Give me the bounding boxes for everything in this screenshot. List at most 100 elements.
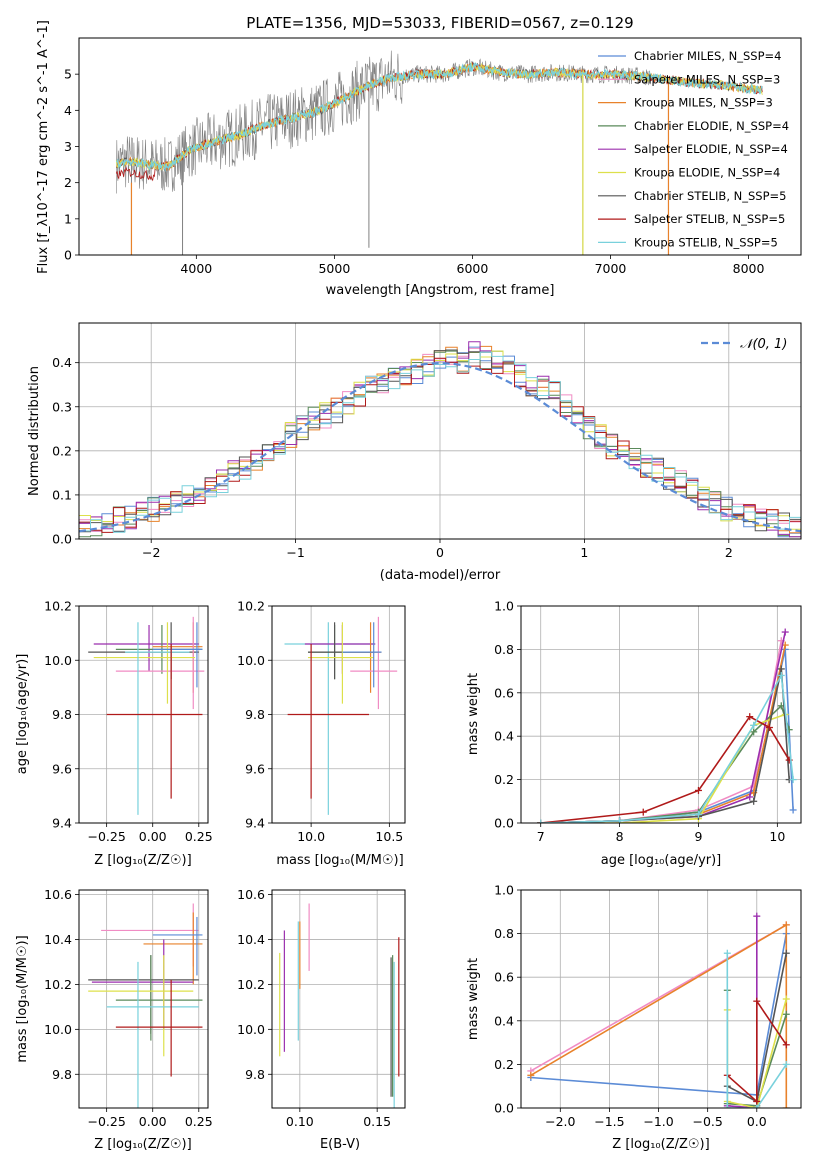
weight-series [540,715,790,823]
residual-histogram [79,349,801,533]
legend-entry: Kroupa STELIB, N_SSP=5 [634,235,778,249]
axes-frame [78,889,209,1109]
y-tick-label: 0.2 [494,772,514,787]
y-tick-label: 9.8 [245,1067,265,1082]
legend-entry: Kroupa ELODIE, N_SSP=4 [634,166,780,180]
clipped-group [284,616,398,815]
x-tick-label: −1.5 [594,1114,624,1129]
x-tick-label: 6000 [457,261,489,276]
x-tick-label: 10.0 [297,829,325,844]
x-tick-label: 9 [694,829,702,844]
weight-series [540,713,786,823]
y-tick-label: 10.6 [44,887,72,902]
x-tick-label: −1 [286,545,304,560]
mass-ylabel: mass [log₁₀(M/M☉)] [15,935,30,1062]
y-tick-label: 10.0 [44,653,72,668]
y-tick-label: 0.0 [494,1101,514,1116]
y-tick-label: 4 [64,103,72,118]
x-tick-label: 1 [580,545,588,560]
y-tick-label: 5 [64,67,72,82]
clipped-group [88,616,205,815]
y-tick-label: 10.2 [237,599,265,614]
x-tick-label: 0.25 [185,1114,213,1129]
x-tick-label: −0.25 [87,829,125,844]
y-tick-label: 9.6 [245,761,265,776]
x-tick-label: 0.15 [363,1114,391,1129]
residuals-xlabel: (data-model)/error [380,568,501,583]
axes-frame [271,605,406,824]
x-tick-label: 2 [725,545,733,560]
model-spectrum [116,61,763,173]
legend-entry: Chabrier MILES, N_SSP=4 [634,49,781,63]
y-tick-label: 10.2 [237,977,265,992]
legend-entry: Salpeter STELIB, N_SSP=5 [634,212,785,226]
legend-entry: Salpeter MILES, N_SSP=3 [634,72,780,86]
y-tick-label: 0.3 [52,399,72,414]
y-tick-label: 1 [64,211,72,226]
spectrum-xlabel: wavelength [Angstrom, rest frame] [326,283,555,298]
y-tick-label: 0.0 [494,816,514,831]
y-tick-label: 0.2 [494,1057,514,1072]
x-tick-label: −2.0 [545,1114,575,1129]
y-tick-label: 10.4 [237,932,265,947]
weight-series [727,916,758,1108]
normal-curve [79,361,801,533]
x-tick-label: 8 [616,829,624,844]
y-tick-label: 0.8 [494,642,514,657]
y-tick-label: 9.8 [52,1067,72,1082]
weight-series [540,704,790,823]
clipped-group [279,903,400,1108]
axes-frame [520,605,802,824]
x-tick-label: 4000 [180,261,212,276]
legend-entry: 𝒩(0, 1) [740,337,787,352]
residuals-ylabel: Normed distribution [27,366,42,496]
spectrum-ylabel: Flux [f_λ10^-17 erg cm^-2 s^-1 A^-1] [36,20,51,274]
x-tick-label: −0.5 [692,1114,722,1129]
y-tick-label: 3 [64,139,72,154]
y-tick-label: 0.4 [52,355,72,370]
x-tick-label: −0.25 [87,1114,125,1129]
weight-age-xlabel: age [log₁₀(age/yr)] [601,853,722,868]
age-ylabel: age [log₁₀(age/yr)] [15,654,30,775]
x-tick-label: 10 [769,829,785,844]
mass-Z-xlabel: Z [log₁₀(Z/Z☉)] [94,1137,191,1152]
y-tick-label: 9.6 [52,761,72,776]
weight-series [540,672,794,823]
y-tick-label: 9.4 [52,816,72,831]
axes-frame [271,889,406,1109]
y-tick-label: 10.0 [237,1022,265,1037]
y-tick-label: 0.4 [494,729,514,744]
x-tick-label: −2 [142,545,160,560]
weight-ylabel: mass weight [466,673,481,755]
y-tick-label: 0.6 [494,685,514,700]
age-Z-xlabel: Z [log₁₀(Z/Z☉)] [94,853,191,868]
x-tick-label: 0.00 [139,829,167,844]
legend-entry: Chabrier ELODIE, N_SSP=4 [634,119,789,133]
y-tick-label: 0.0 [52,532,72,547]
legend-entry: Salpeter ELODIE, N_SSP=4 [634,142,788,156]
x-tick-label: 7000 [595,261,627,276]
y-tick-label: 1.0 [494,599,514,614]
x-tick-label: 0.00 [139,1114,167,1129]
axes-frame [520,889,802,1109]
axes-frame [78,322,802,540]
clipped-group [115,50,763,255]
clipped-group [527,912,790,1108]
ebv-xlabel: E(B-V) [320,1137,360,1152]
y-tick-label: 9.4 [245,816,265,831]
clipped-group [537,628,797,823]
y-tick-label: 10.2 [44,977,72,992]
legend-entry: Kroupa MILES, N_SSP=3 [634,96,773,110]
y-tick-label: 0 [64,248,72,263]
figure-title: PLATE=1356, MJD=53033, FIBERID=0567, z=0… [246,14,633,32]
x-tick-label: 0.0 [747,1114,767,1129]
y-tick-label: 1.0 [494,883,514,898]
residual-histogram [79,351,801,533]
residual-histogram [79,357,801,533]
x-tick-label: 8000 [733,261,765,276]
x-tick-label: 0.10 [286,1114,314,1129]
y-tick-label: 0.2 [52,443,72,458]
plot-layer: 4000 5000 6000 7000 8000 0 1 2 3 4 5 wavelength [An… [15,20,802,1152]
x-tick-label: 10.5 [375,829,403,844]
